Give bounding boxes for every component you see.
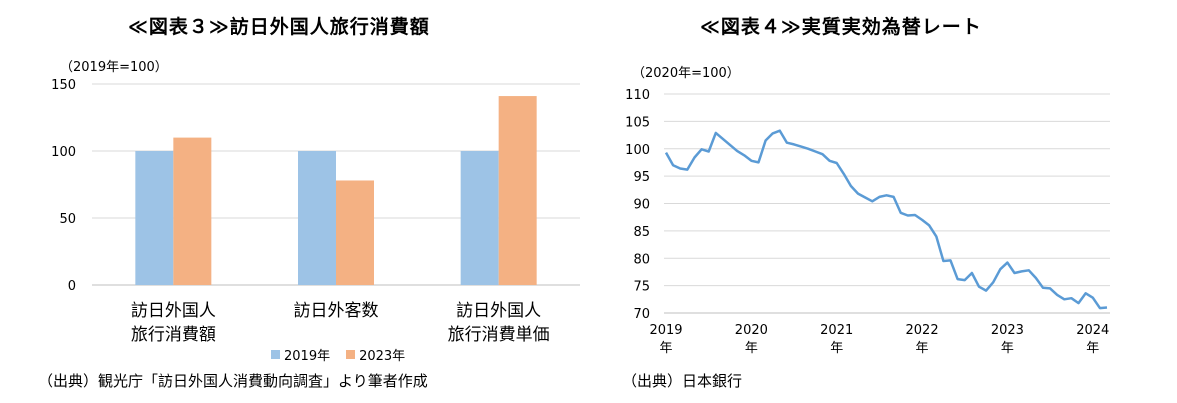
right-ytick-label: 105 (625, 115, 650, 130)
left-legend: 2019年 2023年 (271, 345, 405, 364)
right-series-line (664, 129, 1108, 310)
right-xtick-label: 2022 年 (906, 323, 939, 356)
right-ytick-label: 70 (633, 307, 650, 322)
right-ytick-label: 80 (633, 252, 650, 267)
left-bar (336, 180, 374, 285)
right-ytick-label: 75 (633, 280, 650, 295)
left-category-label: 訪日外国人旅行消費単価 (448, 301, 550, 345)
legend-swatch-2019 (271, 350, 280, 359)
right-xtick-label: 2023 年 (991, 323, 1024, 356)
right-chart-title: ≪図表４≫実質実効為替レート (700, 16, 982, 38)
left-unit-note: （2019年=100） (60, 60, 168, 75)
right-xtick-label: 2020 年 (735, 323, 768, 356)
left-category-label: 訪日外国人旅行消費額 (131, 301, 216, 345)
left-ytick-label: 0 (68, 279, 76, 294)
left-bar (298, 151, 336, 285)
right-ytick-label: 85 (633, 225, 650, 240)
right-source: （出典）日本銀行 (622, 372, 743, 390)
legend-swatch-2023 (346, 350, 356, 359)
left-bar (135, 151, 174, 285)
left-chart-svg: 0 50 100 150 訪日外国人旅行消費額 訪日外客数 訪日外国人旅行消費単価 (51, 78, 580, 345)
legend-label-2023: 2023年 (359, 349, 406, 364)
left-ytick-label: 100 (51, 145, 76, 160)
left-bar (173, 137, 212, 285)
right-ytick-label: 110 (625, 88, 650, 103)
left-category-label: 訪日外客数 (294, 301, 379, 321)
left-source: （出典）観光庁「訪日外国人消費動向調査」より筆者作成 (38, 372, 428, 390)
right-xtick-label: 2021 年 (820, 323, 853, 356)
right-ytick-label: 90 (633, 198, 650, 213)
legend-label-2019: 2019年 (284, 349, 331, 364)
left-bar (498, 96, 537, 285)
right-xtick-label: 2019 年 (649, 323, 682, 356)
right-unit-note: （2020年=100） (632, 66, 740, 81)
left-ytick-label: 50 (59, 212, 76, 227)
left-bar (460, 151, 499, 285)
right-xtick-label: 2024 年 (1076, 323, 1109, 356)
right-ytick-label: 95 (633, 170, 650, 185)
right-ytick-label: 100 (625, 143, 650, 158)
left-chart-title: ≪図表３≫訪日外国人旅行消費額 (128, 16, 430, 38)
left-ytick-label: 150 (51, 78, 76, 93)
